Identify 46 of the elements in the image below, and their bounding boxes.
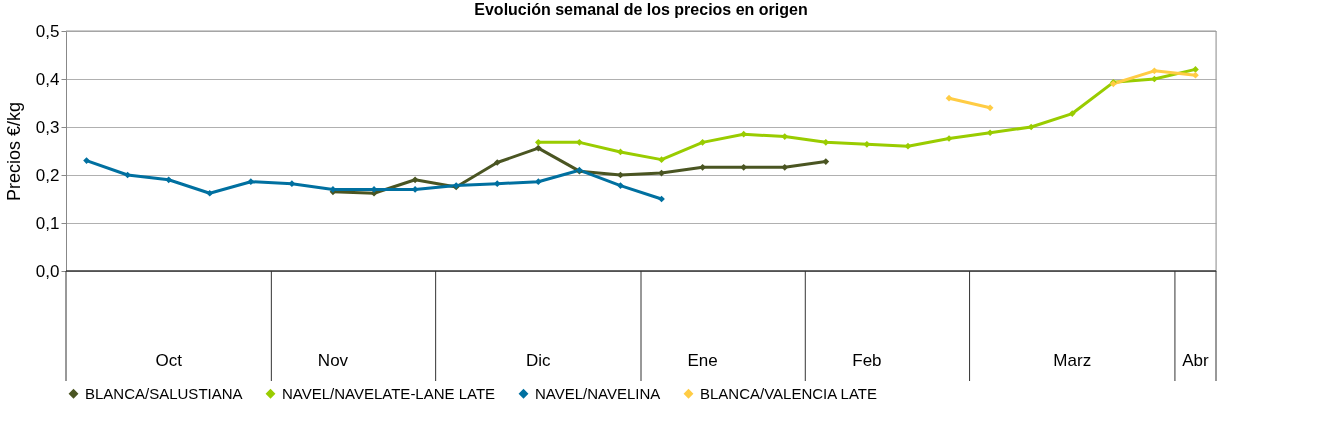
- point: [986, 129, 994, 137]
- y-axis-title: Precios €/kg: [3, 101, 24, 202]
- point: [986, 104, 994, 112]
- point: [1192, 71, 1199, 79]
- chart-title: Evolución semanal de los precios en origen: [474, 1, 808, 18]
- x-tick-label: Dic: [526, 351, 552, 370]
- point: [1151, 67, 1158, 75]
- y-tick-label: 0,1: [35, 213, 60, 233]
- point: [534, 178, 542, 186]
- y-tick-label: 0,3: [35, 117, 60, 137]
- point: [247, 178, 255, 186]
- x-tick-label: Abr: [1182, 351, 1210, 370]
- point: [411, 176, 419, 184]
- x-tick-label: Nov: [317, 351, 349, 370]
- point: [699, 163, 706, 171]
- point: [83, 157, 90, 164]
- point: [534, 139, 542, 146]
- y-tick-label: 0,5: [35, 21, 60, 41]
- x-tick-label: Marz: [1053, 351, 1092, 370]
- point: [1068, 110, 1076, 117]
- x-tick-label: Oct: [155, 351, 183, 370]
- point: [1192, 66, 1199, 73]
- legend-label: BLANCA/VALENCIA LATE: [700, 384, 878, 402]
- point: [617, 182, 624, 189]
- point: [493, 180, 501, 187]
- point: [165, 176, 173, 184]
- point: [534, 144, 542, 152]
- point: [206, 189, 214, 197]
- point: [658, 156, 665, 163]
- point: [904, 142, 912, 150]
- legend-label: NAVEL/NAVELINA: [535, 384, 661, 402]
- point: [781, 163, 789, 171]
- point: [493, 159, 501, 166]
- x-tick-label: Feb: [852, 351, 882, 370]
- point: [288, 180, 296, 187]
- y-tick-label: 0,2: [35, 165, 60, 185]
- legend-label: NAVEL/NAVELATE-LANE LATE: [282, 384, 496, 402]
- point: [576, 139, 583, 146]
- point: [945, 94, 953, 102]
- point: [699, 139, 706, 146]
- point: [781, 133, 789, 140]
- x-tick-label: Ene: [687, 351, 718, 370]
- point: [822, 158, 830, 165]
- y-tick-label: 0,4: [35, 69, 60, 89]
- legend-label: BLANCA/SALUSTIANA: [85, 384, 243, 402]
- y-tick-label: 0,0: [35, 261, 60, 281]
